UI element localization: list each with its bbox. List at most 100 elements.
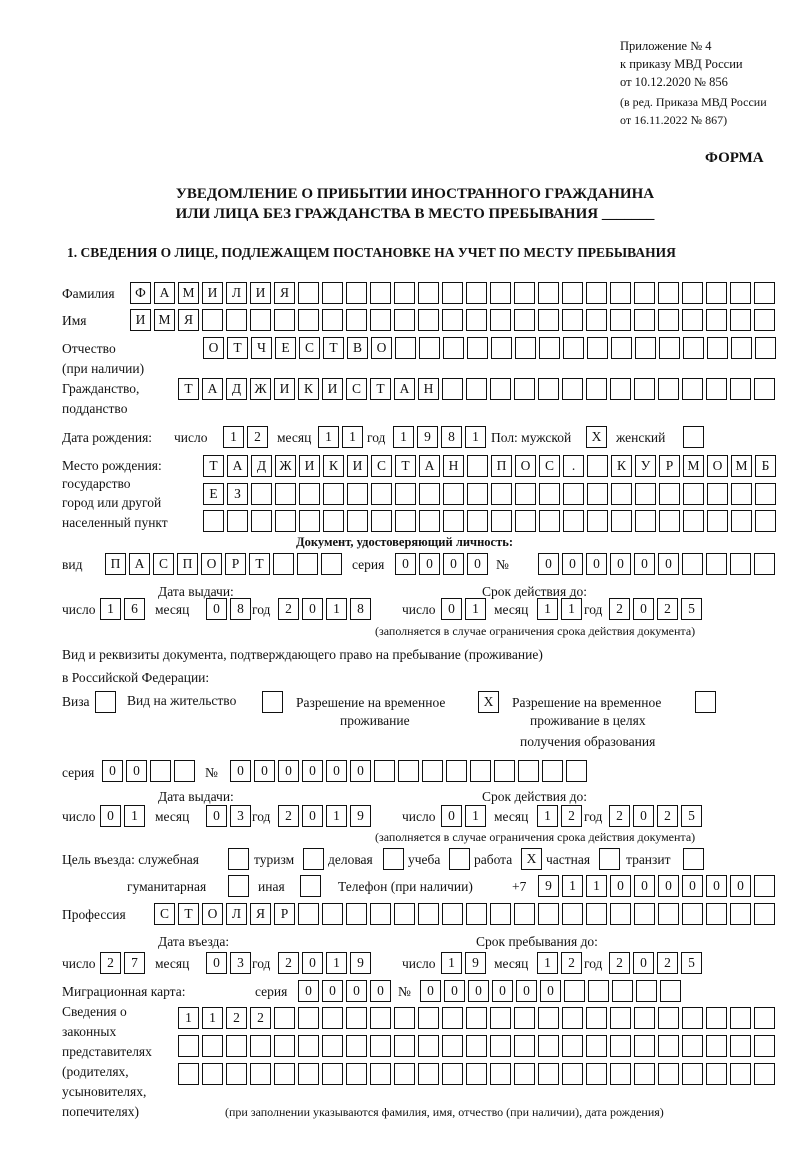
- char-cell[interactable]: [538, 282, 559, 304]
- char-cell[interactable]: 1: [318, 426, 339, 448]
- char-cell[interactable]: А: [154, 282, 175, 304]
- char-cell[interactable]: Т: [370, 378, 391, 400]
- char-cell[interactable]: А: [202, 378, 223, 400]
- char-cell[interactable]: [610, 378, 631, 400]
- char-cell[interactable]: [538, 1063, 559, 1085]
- char-cell[interactable]: 5: [681, 805, 702, 827]
- char-cell[interactable]: [562, 309, 583, 331]
- char-cell[interactable]: 2: [250, 1007, 271, 1029]
- char-cell[interactable]: К: [298, 378, 319, 400]
- char-cell[interactable]: [658, 282, 679, 304]
- char-cell[interactable]: П: [491, 455, 512, 477]
- char-cell[interactable]: [203, 510, 224, 532]
- char-cell[interactable]: [273, 553, 294, 575]
- char-cell[interactable]: [658, 1035, 679, 1057]
- char-cell[interactable]: С: [153, 553, 174, 575]
- char-cell[interactable]: [443, 483, 464, 505]
- char-cell[interactable]: [515, 510, 536, 532]
- char-cell[interactable]: [490, 1007, 511, 1029]
- char-cell[interactable]: [586, 1035, 607, 1057]
- char-cell[interactable]: [587, 510, 608, 532]
- char-cell[interactable]: Р: [659, 455, 680, 477]
- char-cell[interactable]: [706, 553, 727, 575]
- char-cell[interactable]: [610, 903, 631, 925]
- char-cell[interactable]: [683, 483, 704, 505]
- char-cell[interactable]: П: [105, 553, 126, 575]
- char-cell[interactable]: [394, 1035, 415, 1057]
- char-cell[interactable]: 0: [230, 760, 251, 782]
- char-cell[interactable]: П: [177, 553, 198, 575]
- char-cell[interactable]: М: [731, 455, 752, 477]
- char-cell[interactable]: Я: [274, 282, 295, 304]
- char-cell[interactable]: [562, 1035, 583, 1057]
- char-cell[interactable]: 1: [537, 598, 558, 620]
- char-cell[interactable]: [394, 903, 415, 925]
- char-cell[interactable]: [538, 309, 559, 331]
- char-cell[interactable]: О: [203, 337, 224, 359]
- char-cell[interactable]: К: [323, 455, 344, 477]
- char-cell[interactable]: 2: [247, 426, 268, 448]
- char-cell[interactable]: [419, 337, 440, 359]
- char-cell[interactable]: [370, 903, 391, 925]
- char-cell[interactable]: [634, 309, 655, 331]
- char-cell[interactable]: [707, 510, 728, 532]
- char-cell[interactable]: 0: [126, 760, 147, 782]
- char-cell[interactable]: [754, 282, 775, 304]
- char-cell[interactable]: 1: [124, 805, 145, 827]
- char-cell[interactable]: [178, 1035, 199, 1057]
- char-cell[interactable]: [514, 309, 535, 331]
- char-cell[interactable]: [659, 337, 680, 359]
- char-cell[interactable]: Е: [203, 483, 224, 505]
- char-cell[interactable]: [706, 1035, 727, 1057]
- char-cell[interactable]: [322, 1035, 343, 1057]
- char-cell[interactable]: И: [347, 455, 368, 477]
- char-cell[interactable]: [298, 1063, 319, 1085]
- char-cell[interactable]: [754, 378, 775, 400]
- char-cell[interactable]: 3: [230, 805, 251, 827]
- char-cell[interactable]: [371, 483, 392, 505]
- char-cell[interactable]: 0: [441, 598, 462, 620]
- char-cell[interactable]: [490, 378, 511, 400]
- char-cell[interactable]: С: [539, 455, 560, 477]
- char-cell[interactable]: [467, 510, 488, 532]
- char-cell[interactable]: [706, 309, 727, 331]
- char-cell[interactable]: [250, 309, 271, 331]
- char-cell[interactable]: [586, 1007, 607, 1029]
- char-cell[interactable]: 8: [350, 598, 371, 620]
- char-cell[interactable]: [586, 903, 607, 925]
- char-cell[interactable]: [514, 378, 535, 400]
- char-cell[interactable]: [586, 309, 607, 331]
- char-cell[interactable]: [297, 553, 318, 575]
- char-cell[interactable]: [491, 483, 512, 505]
- char-cell[interactable]: [323, 483, 344, 505]
- char-cell[interactable]: [322, 903, 343, 925]
- char-cell[interactable]: 1: [326, 598, 347, 620]
- char-cell[interactable]: 0: [298, 980, 319, 1002]
- char-cell[interactable]: 0: [540, 980, 561, 1002]
- char-cell[interactable]: [226, 309, 247, 331]
- char-cell[interactable]: [730, 1007, 751, 1029]
- char-cell[interactable]: [731, 510, 752, 532]
- char-cell[interactable]: [586, 282, 607, 304]
- char-cell[interactable]: [634, 378, 655, 400]
- char-cell[interactable]: [731, 337, 752, 359]
- char-cell[interactable]: 2: [657, 598, 678, 620]
- char-cell[interactable]: [303, 848, 324, 870]
- char-cell[interactable]: [346, 282, 367, 304]
- char-cell[interactable]: 0: [610, 875, 631, 897]
- char-cell[interactable]: 0: [538, 553, 559, 575]
- char-cell[interactable]: 2: [657, 952, 678, 974]
- char-cell[interactable]: 0: [730, 875, 751, 897]
- char-cell[interactable]: [300, 875, 321, 897]
- char-cell[interactable]: С: [371, 455, 392, 477]
- char-cell[interactable]: [419, 483, 440, 505]
- char-cell[interactable]: [514, 1007, 535, 1029]
- char-cell[interactable]: 1: [342, 426, 363, 448]
- char-cell[interactable]: [635, 483, 656, 505]
- char-cell[interactable]: [706, 378, 727, 400]
- char-cell[interactable]: 2: [278, 598, 299, 620]
- char-cell[interactable]: [707, 337, 728, 359]
- char-cell[interactable]: [371, 510, 392, 532]
- char-cell[interactable]: [538, 1035, 559, 1057]
- char-cell[interactable]: [658, 378, 679, 400]
